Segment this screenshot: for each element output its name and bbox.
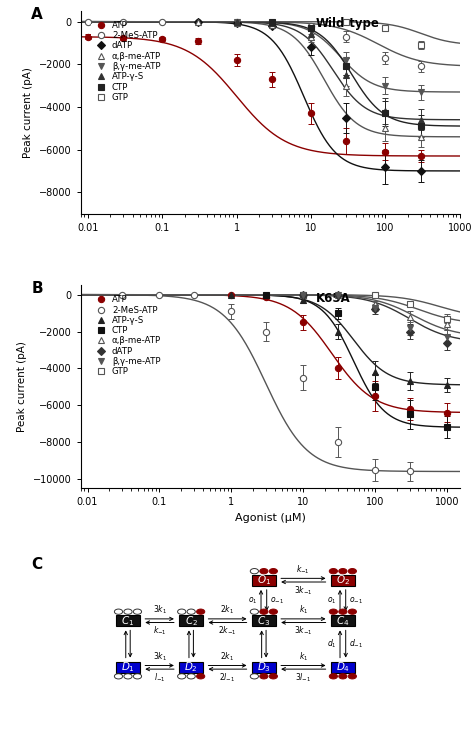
Text: $2k_1$: $2k_1$ [220,604,235,616]
Text: $k_1$: $k_1$ [299,651,308,663]
FancyBboxPatch shape [252,575,276,586]
FancyBboxPatch shape [179,662,203,673]
Legend: ATP, 2-MeS-ATP, ATP-γ-S, CTP, α,β-me-ATP, dATP, β,γ-me-ATP, GTP: ATP, 2-MeS-ATP, ATP-γ-S, CTP, α,β-me-ATP… [89,292,164,380]
FancyBboxPatch shape [116,662,140,673]
Text: $k_{-1}$: $k_{-1}$ [296,564,310,576]
Y-axis label: Peak current (pA): Peak current (pA) [23,67,33,158]
Text: $D_1$: $D_1$ [121,660,135,674]
Text: $3k_1$: $3k_1$ [153,651,167,663]
Text: $C_1$: $C_1$ [121,614,135,627]
FancyBboxPatch shape [331,575,355,586]
Circle shape [197,674,205,679]
Circle shape [339,569,347,574]
Circle shape [329,609,337,614]
Circle shape [269,609,277,614]
Circle shape [260,674,268,679]
Circle shape [260,569,268,574]
Circle shape [339,609,347,614]
Y-axis label: Peak current (pA): Peak current (pA) [17,342,27,432]
FancyBboxPatch shape [331,662,355,673]
Circle shape [329,569,337,574]
Circle shape [269,569,277,574]
Text: $O_1$: $O_1$ [257,573,271,587]
Text: $C_3$: $C_3$ [257,614,271,627]
Circle shape [197,609,205,614]
Circle shape [348,609,356,614]
Text: B: B [31,281,43,296]
FancyBboxPatch shape [252,662,276,673]
Text: C: C [31,556,42,572]
Text: $3k_{-1}$: $3k_{-1}$ [294,584,313,597]
Text: $l_{-1}$: $l_{-1}$ [154,671,165,684]
Text: $o_{-1}$: $o_{-1}$ [349,595,364,605]
Text: A: A [31,7,43,22]
Circle shape [348,674,356,679]
FancyBboxPatch shape [116,615,140,626]
Text: $d_1$: $d_1$ [327,638,336,650]
Text: $o_1$: $o_1$ [327,595,336,605]
Text: Wild-type: Wild-type [316,17,380,30]
Text: $3k_1$: $3k_1$ [153,604,167,616]
Text: $2k_1$: $2k_1$ [220,651,235,663]
Circle shape [269,674,277,679]
FancyBboxPatch shape [252,615,276,626]
Text: $D_4$: $D_4$ [336,660,350,674]
Text: $3k_{-1}$: $3k_{-1}$ [294,625,313,638]
Circle shape [339,674,347,679]
Text: $O_2$: $O_2$ [336,573,350,587]
Text: $d_{-1}$: $d_{-1}$ [349,638,364,650]
Text: $2k_{-1}$: $2k_{-1}$ [218,625,237,638]
Text: $k_{-1}$: $k_{-1}$ [153,625,166,638]
Text: $D_2$: $D_2$ [184,660,198,674]
Text: $o_1$: $o_1$ [248,595,257,605]
Circle shape [329,674,337,679]
Text: $2l_{-1}$: $2l_{-1}$ [219,671,236,684]
Text: $k_1$: $k_1$ [299,604,308,616]
Legend: ATP, 2-MeS-ATP, dATP, α,β-me-ATP, β,γ-me-ATP, ATP-γ-S, CTP, GTP: ATP, 2-MeS-ATP, dATP, α,β-me-ATP, β,γ-me… [89,18,164,106]
Text: K65A: K65A [316,292,350,304]
FancyBboxPatch shape [331,615,355,626]
Text: $3l_{-1}$: $3l_{-1}$ [295,671,311,684]
X-axis label: Agonist (μM): Agonist (μM) [235,512,306,523]
Text: $D_3$: $D_3$ [257,660,271,674]
Circle shape [348,569,356,574]
Text: $C_4$: $C_4$ [336,614,350,627]
Text: $C_2$: $C_2$ [185,614,198,627]
Text: $o_{-1}$: $o_{-1}$ [271,595,284,605]
FancyBboxPatch shape [179,615,203,626]
Circle shape [260,609,268,614]
